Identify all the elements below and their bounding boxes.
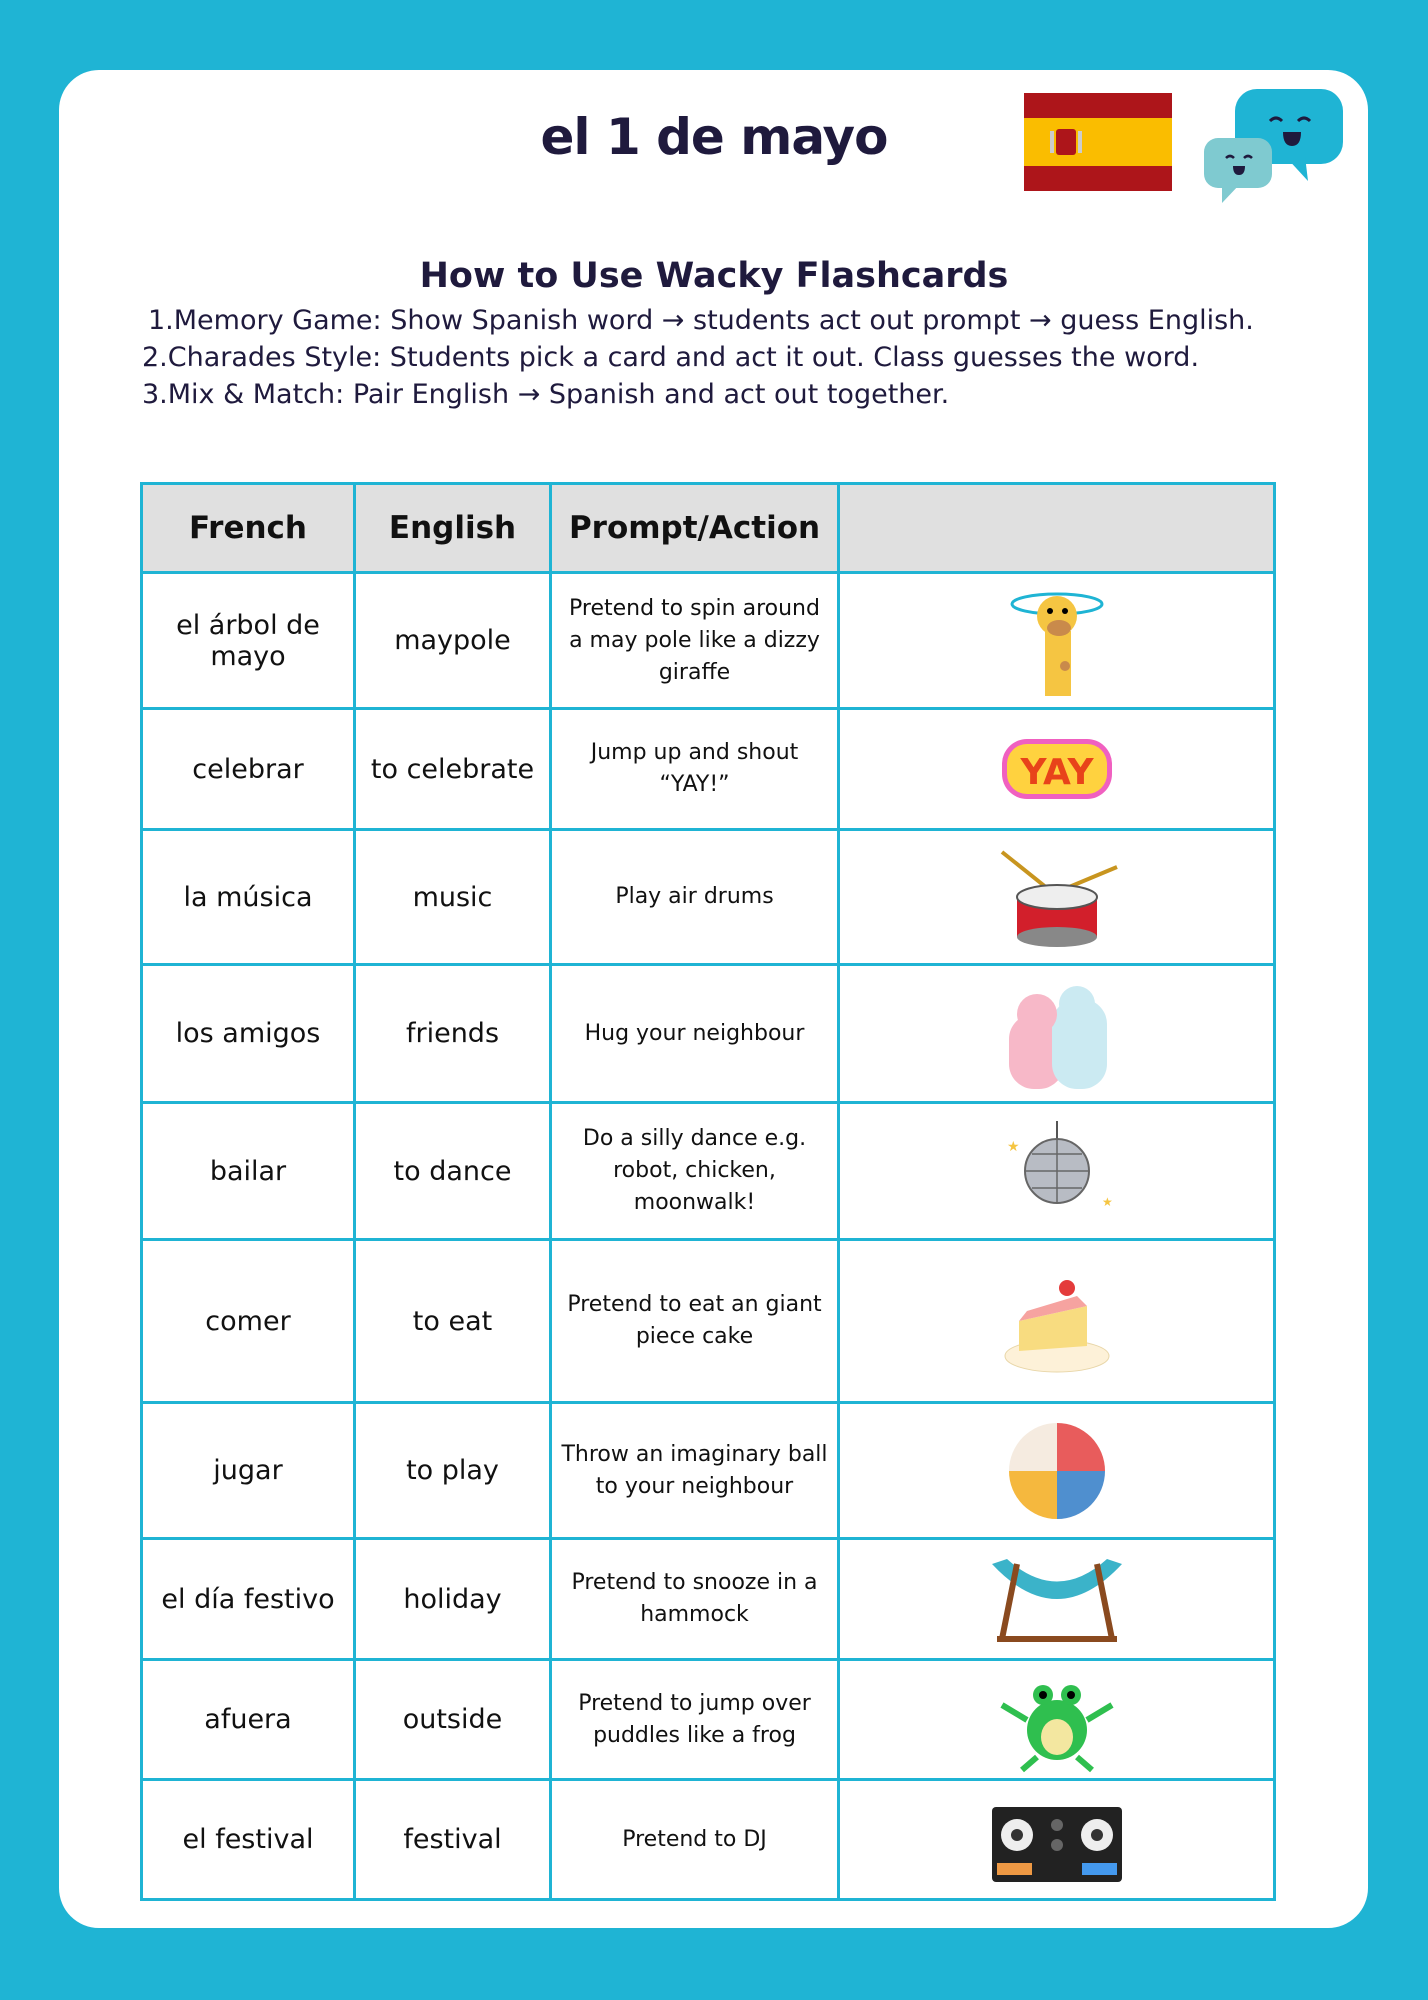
yay-icon: YAY <box>1001 739 1112 799</box>
french-cell: el árbol de mayo <box>140 571 356 710</box>
prompt-cell: Pretend to snooze in a hammock <box>549 1537 840 1661</box>
page-title: el 1 de mayo <box>540 108 888 166</box>
cake-icon <box>1004 1280 1109 1373</box>
dj-deck-icon <box>991 1806 1122 1882</box>
instruction-step: 2.Charades Style: Students pick a card a… <box>142 342 1200 373</box>
french-cell: afuera <box>140 1658 356 1781</box>
giraffe-icon <box>1010 592 1103 696</box>
beach-ball-icon <box>1008 1422 1105 1519</box>
image-cell: YAY <box>837 707 1276 831</box>
image-cell: ★ ★ <box>837 1101 1276 1241</box>
prompt-cell: Throw an imaginary ball to your neighbou… <box>549 1401 840 1540</box>
table-row: la música music Play air drums <box>140 828 1276 966</box>
prompt-cell: Pretend to jump over puddles like a frog <box>549 1658 840 1781</box>
french-cell: bailar <box>140 1101 356 1241</box>
table-row: comer to eat Pretend to eat an giant piece… <box>140 1238 1276 1404</box>
table-row: los amigos friends Hug your neighbour <box>140 963 1276 1104</box>
table-row: afuera outside Pretend to jump over puddle… <box>140 1658 1276 1781</box>
french-cell: celebrar <box>140 707 356 831</box>
image-cell <box>837 1537 1276 1661</box>
table-row: el día festivo holiday Pretend to snooze i… <box>140 1537 1276 1661</box>
svg-text:★: ★ <box>1102 1195 1113 1209</box>
header-french: French <box>140 482 356 574</box>
prompt-cell: Hug your neighbour <box>549 963 840 1104</box>
chat-bubbles-icon <box>1204 89 1343 203</box>
english-cell: to celebrate <box>353 707 552 831</box>
image-cell <box>837 1238 1276 1404</box>
table-row: jugar to play Throw an imaginary ball to y… <box>140 1401 1276 1540</box>
instruction-step: 3.Mix & Match: Pair English → Spanish an… <box>142 379 950 410</box>
prompt-cell: Pretend to spin around a may pole like a… <box>549 571 840 710</box>
instructions-list: 1.Memory Game: Show Spanish word → stude… <box>142 302 1254 413</box>
flashcard-table: French English Prompt/Action el árbol de… <box>140 482 1276 1901</box>
hammock-icon <box>991 1559 1122 1642</box>
french-cell: los amigos <box>140 963 356 1104</box>
image-cell <box>837 1658 1276 1781</box>
prompt-cell: Do a silly dance e.g. robot, chicken, mo… <box>549 1101 840 1241</box>
instructions-heading: How to Use Wacky Flashcards <box>419 256 1009 296</box>
english-cell: to play <box>353 1401 552 1540</box>
hug-icon <box>1008 985 1107 1089</box>
english-cell: outside <box>353 1658 552 1781</box>
drum-icon <box>1000 850 1118 947</box>
image-cell <box>837 1778 1276 1901</box>
french-cell: el día festivo <box>140 1537 356 1661</box>
table-row: el festival festival Pretend to DJ <box>140 1778 1276 1901</box>
frog-icon <box>999 1684 1114 1772</box>
english-cell: maypole <box>353 571 552 710</box>
instruction-step: 1.Memory Game: Show Spanish word → stude… <box>148 305 1254 336</box>
prompt-cell: Pretend to DJ <box>549 1778 840 1901</box>
svg-text:★: ★ <box>1007 1139 1020 1155</box>
disco-ball-icon: ★★ <box>1007 1121 1113 1209</box>
spain-flag-icon <box>1024 93 1172 191</box>
english-cell: to dance <box>353 1101 552 1241</box>
french-cell: jugar <box>140 1401 356 1540</box>
french-cell: el festival <box>140 1778 356 1901</box>
header-english: English <box>353 482 552 574</box>
table-row: celebrar to celebrate Jump up and shout “Y… <box>140 707 1276 831</box>
french-cell: la música <box>140 828 356 966</box>
prompt-cell: Play air drums <box>549 828 840 966</box>
image-cell <box>837 571 1276 710</box>
english-cell: holiday <box>353 1537 552 1661</box>
image-cell <box>837 963 1276 1104</box>
english-cell: festival <box>353 1778 552 1901</box>
english-cell: friends <box>353 963 552 1104</box>
table-row: bailar to dance Do a silly dance e.g. robo… <box>140 1101 1276 1241</box>
header-prompt: Prompt/Action <box>549 482 840 574</box>
header-image <box>837 482 1276 574</box>
french-cell: comer <box>140 1238 356 1404</box>
english-cell: music <box>353 828 552 966</box>
table-header-row: French English Prompt/Action <box>140 482 1276 574</box>
prompt-cell: Jump up and shout “YAY!” <box>549 707 840 831</box>
yay-text: YAY <box>1019 752 1094 793</box>
image-cell <box>837 1401 1276 1540</box>
english-cell: to eat <box>353 1238 552 1404</box>
table-row: el árbol de mayo maypole Pretend to spin a… <box>140 571 1276 710</box>
prompt-cell: Pretend to eat an giant piece cake <box>549 1238 840 1404</box>
image-cell <box>837 828 1276 966</box>
